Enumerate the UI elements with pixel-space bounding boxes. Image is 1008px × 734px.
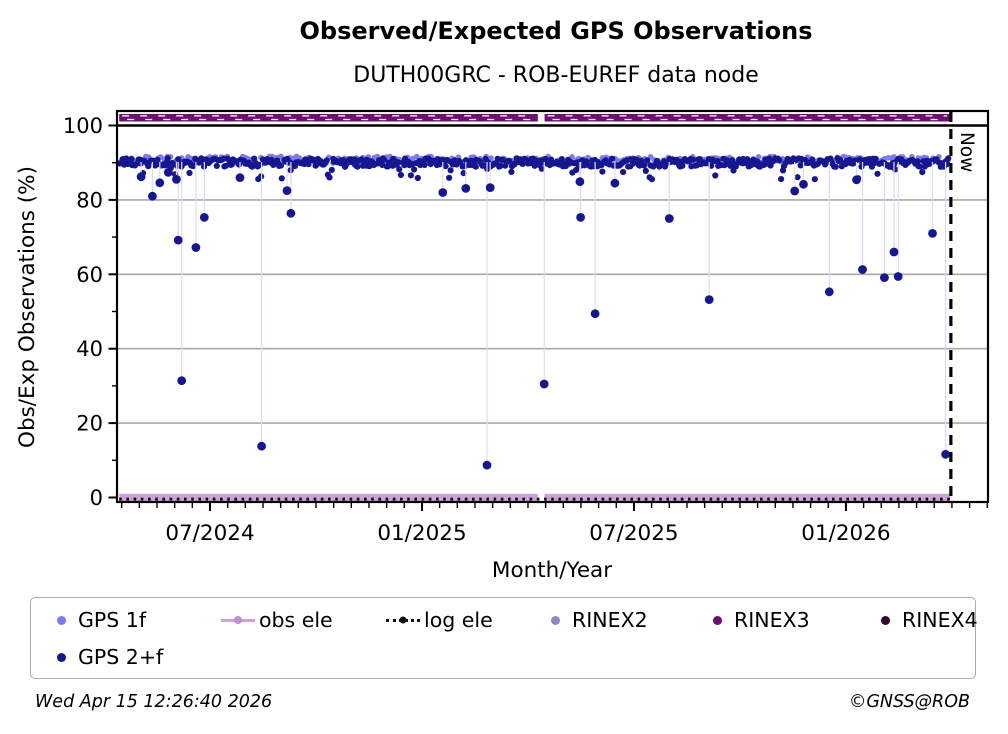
svg-text:20: 20 <box>76 412 103 436</box>
svg-text:Now: Now <box>956 132 977 172</box>
svg-text:0: 0 <box>90 486 103 510</box>
svg-text:100: 100 <box>63 114 103 138</box>
legend-marker-icon <box>713 615 722 625</box>
y-gridlines <box>118 199 987 424</box>
legend-item-label: GPS 2+f <box>78 645 164 669</box>
legend-item: GPS 1f <box>57 608 146 632</box>
legend-item: RINEX2 <box>551 608 648 632</box>
now-label: Now <box>956 132 977 172</box>
x-axis-ticks <box>120 502 988 511</box>
legend-item-label: RINEX4 <box>902 608 978 632</box>
legend-marker-icon <box>386 616 420 623</box>
y-axis-title: Obs/Exp Observations (%) <box>15 166 40 448</box>
svg-text:01/2025: 01/2025 <box>377 521 466 546</box>
x-tick-labels: 07/2024 01/2025 07/2025 01/2026 <box>165 521 890 546</box>
y-tick-labels: 0 20 40 60 80 100 <box>63 114 103 510</box>
y-axis-ticks <box>108 124 117 499</box>
chart-subtitle: DUTH00GRC - ROB-EUREF data node <box>353 63 759 88</box>
legend-marker-icon <box>221 616 255 624</box>
legend-item-label: RINEX2 <box>572 608 648 632</box>
svg-text:80: 80 <box>76 188 103 212</box>
series-gps2f-band <box>116 155 952 183</box>
legend: GPS 1f obs ele log ele RINEX2 RINEX3 RINEX4 GP… <box>30 597 978 679</box>
chart-title: Observed/Expected GPS Observations <box>299 17 813 45</box>
legend-marker-icon <box>57 615 66 625</box>
svg-text:60: 60 <box>76 263 103 287</box>
legend-item-label: log ele <box>424 608 493 632</box>
legend-item: log ele <box>386 608 493 632</box>
svg-text:Month/Year: Month/Year <box>492 558 612 583</box>
copyright-label: ©GNSS@ROB <box>848 692 970 712</box>
legend-item: RINEX3 <box>713 608 810 632</box>
svg-text:Obs/Exp Observations (%): Obs/Exp Observations (%) <box>15 166 40 448</box>
outlier-droplines <box>140 161 947 466</box>
svg-text:07/2025: 07/2025 <box>589 521 678 546</box>
x-axis-title: Month/Year <box>492 558 612 583</box>
plot-frame <box>115 109 990 504</box>
legend-item-label: RINEX3 <box>734 608 810 632</box>
legend-item-label: obs ele <box>259 608 333 632</box>
legend-item: GPS 2+f <box>57 645 163 669</box>
svg-text:01/2026: 01/2026 <box>801 521 890 546</box>
legend-item-label: GPS 1f <box>78 608 147 632</box>
legend-item: obs ele <box>221 608 333 632</box>
svg-text:07/2024: 07/2024 <box>165 521 254 546</box>
legend-item: RINEX4 <box>881 608 978 632</box>
legend-marker-icon <box>57 652 66 662</box>
svg-text:40: 40 <box>76 337 103 361</box>
series-gps2f-outliers <box>136 168 950 470</box>
legend-marker-icon <box>881 615 890 625</box>
legend-marker-icon <box>551 615 560 625</box>
chart-canvas: 0 20 40 60 80 100 07/2024 01/2025 07/2025 01/2026… <box>15 109 990 583</box>
plot-timestamp: Wed Apr 15 12:26:40 2026 <box>35 692 273 712</box>
series-rinex3-line <box>119 113 951 122</box>
